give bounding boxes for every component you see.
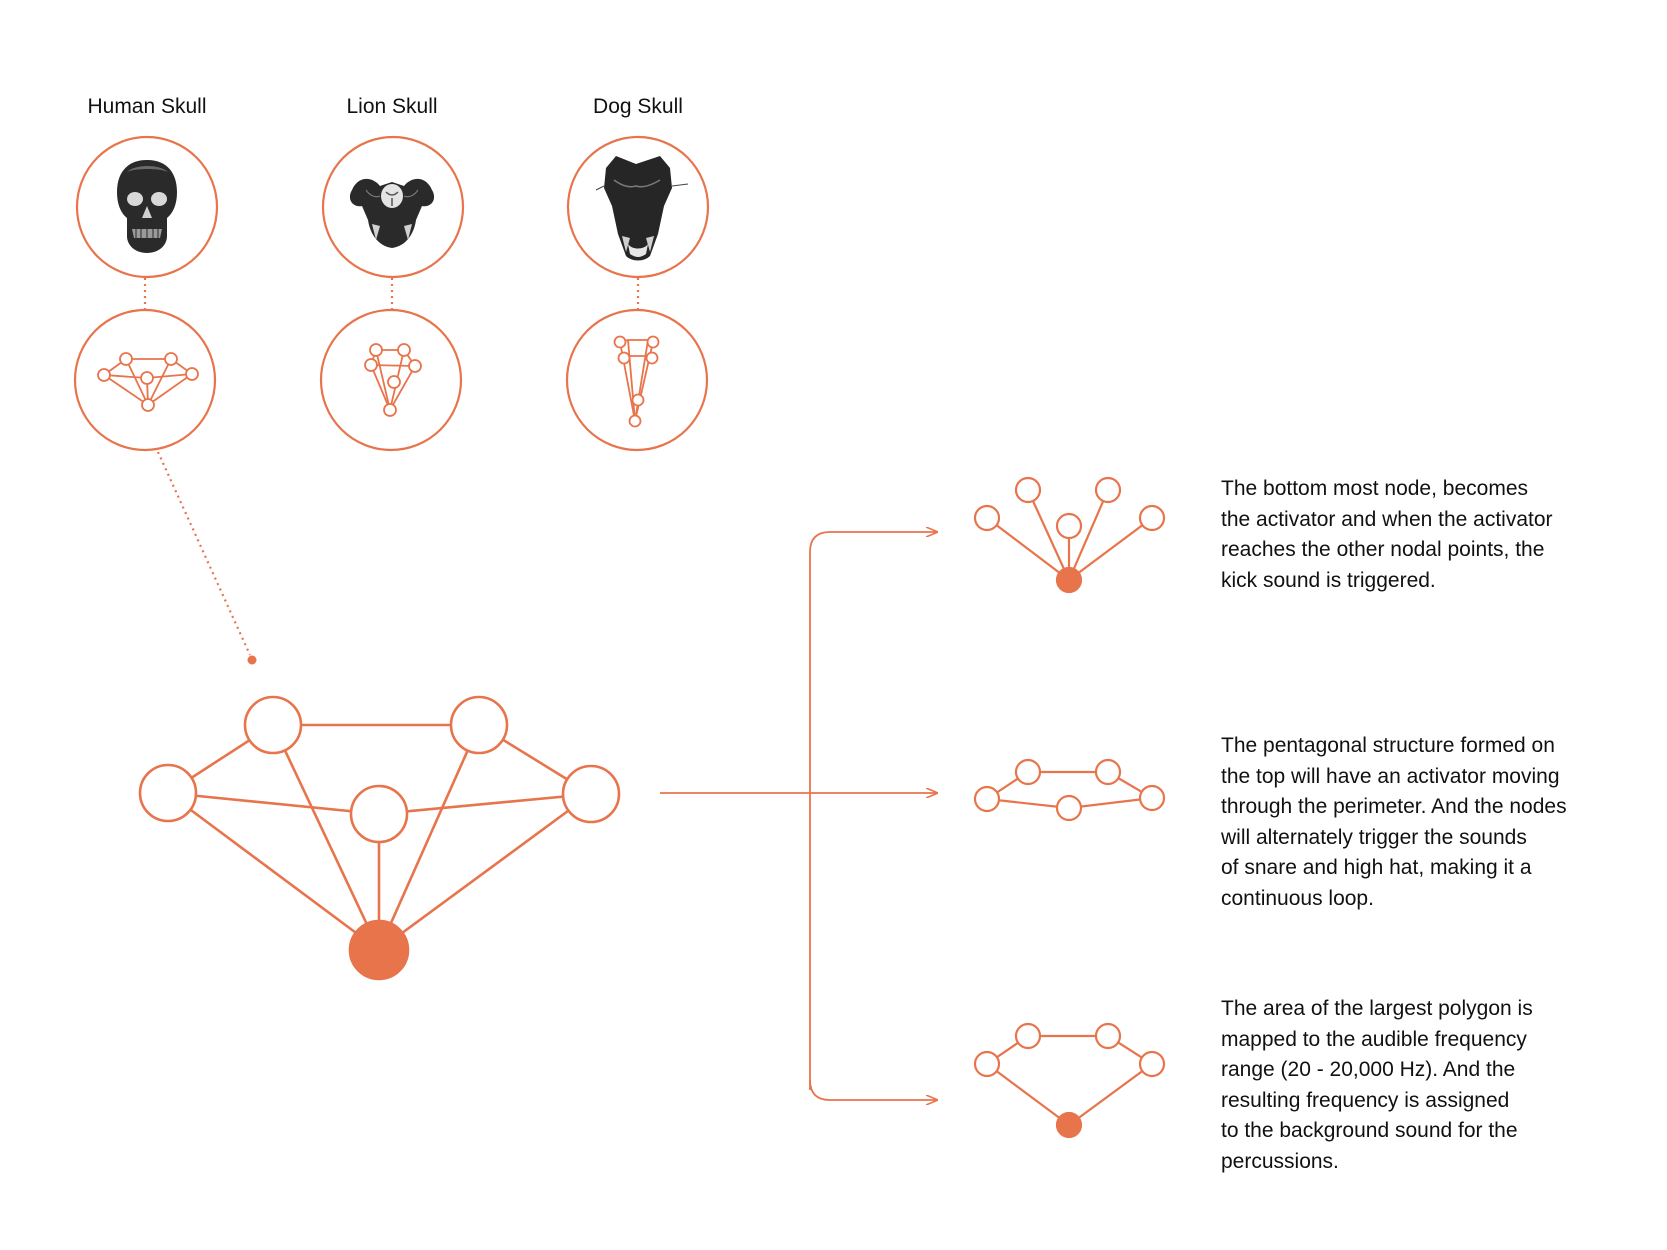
kick-activator-node [1055, 566, 1083, 594]
frequency-description-line: to the background sound for the [1221, 1119, 1518, 1142]
kick-description-line: The bottom most node, becomes [1221, 477, 1528, 500]
kick-description-line: reaches the other nodal points, the [1221, 538, 1545, 561]
snare-description-line: the top will have an activator moving [1221, 764, 1560, 788]
snare-description-line: continuous loop. [1221, 886, 1374, 910]
snare-description-line: of snare and high hat, making it a [1221, 856, 1532, 879]
main-node-top-right [449, 695, 509, 755]
main-node-right [561, 764, 621, 824]
frequency-description-line: The area of the largest polygon is [1221, 997, 1533, 1020]
frequency-description: The area of the largest polygon is mappe… [1221, 994, 1631, 1177]
main-node-diagram [138, 695, 621, 981]
human-to-main-dotted-connector [156, 451, 252, 656]
lion-skull-icon [349, 178, 435, 248]
dog-skull-icon [595, 156, 689, 261]
dog-skull-label: Dog Skull [593, 95, 683, 118]
dotted-connector-end-dot [247, 655, 257, 665]
dog-node-circle [565, 308, 709, 452]
frequency-description-line: mapped to the audible frequency [1221, 1027, 1527, 1051]
lion-skull-circle [321, 135, 465, 279]
main-node-activator [348, 919, 410, 981]
dog-skull-circle [566, 135, 710, 279]
human-skull-label: Human Skull [87, 95, 206, 118]
kick-node-diagram [973, 476, 1166, 594]
snare-description-line: through the perimeter. And the nodes [1221, 795, 1567, 818]
main-node-top-left [243, 695, 303, 755]
main-node-center [349, 784, 409, 844]
frequency-activator-node [1055, 1111, 1083, 1139]
frequency-node-diagram [973, 1022, 1166, 1139]
lion-skull-label: Lion Skull [346, 95, 437, 118]
human-node-diagram [97, 352, 199, 412]
snare-description-line: will alternately trigger the sounds [1221, 825, 1527, 849]
frequency-description-line: percussions. [1221, 1149, 1339, 1173]
kick-description: The bottom most node, becomes the activa… [1221, 474, 1631, 596]
snare-description: The pentagonal structure formed on the t… [1221, 731, 1631, 914]
snare-node-diagram [973, 758, 1166, 822]
snare-description-line: The pentagonal structure formed on [1221, 734, 1555, 757]
kick-description-line: kick sound is triggered. [1221, 568, 1436, 592]
branch-arrows [660, 532, 937, 1100]
dog-node-diagram [613, 335, 660, 428]
main-node-left [138, 763, 198, 823]
lion-node-diagram [364, 343, 422, 417]
frequency-description-line: resulting frequency is assigned [1221, 1088, 1510, 1112]
kick-description-line: the activator and when the activator [1221, 507, 1553, 531]
human-skull-icon [117, 160, 177, 253]
frequency-description-line: range (20 - 20,000 Hz). And the [1221, 1058, 1516, 1081]
human-skull-circle [75, 135, 219, 279]
